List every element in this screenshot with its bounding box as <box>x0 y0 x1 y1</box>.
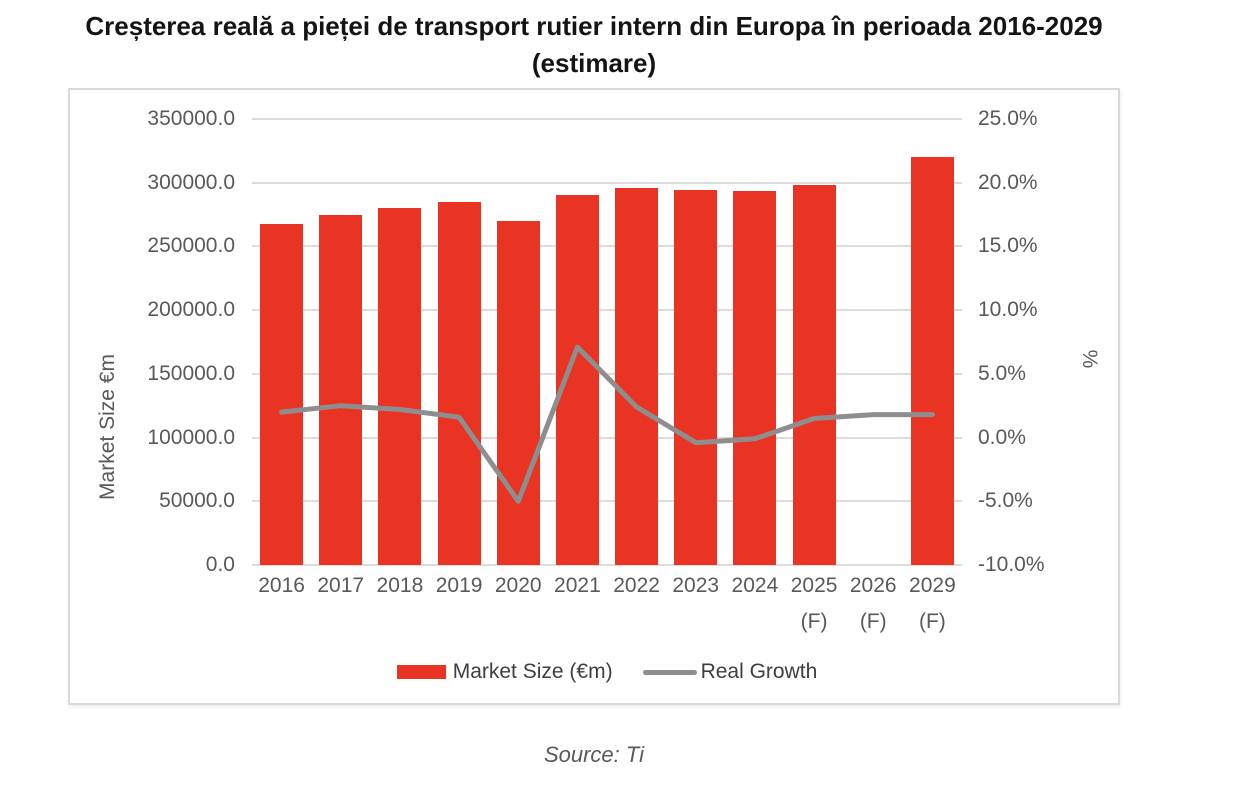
right-axis-tick: -5.0% <box>978 489 1033 513</box>
right-axis-tick: 15.0% <box>978 234 1038 258</box>
bar-2022 <box>615 188 659 565</box>
left-axis-tick: 250000.0 <box>147 234 235 258</box>
right-axis-tick: 5.0% <box>978 361 1026 385</box>
legend-item-real-growth: Real Growth <box>642 660 818 684</box>
x-label-year: 2019 <box>435 574 483 597</box>
bar-2020 <box>496 220 540 565</box>
x-label-year: 2018 <box>376 574 424 597</box>
chart-frame: Market Size €m % 350000.0 300000.0 250000.… <box>68 88 1120 705</box>
x-label-year: 2021 <box>554 574 601 597</box>
x-axis-label: 2019 <box>430 573 489 598</box>
x-axis-label: 2018 <box>370 573 429 598</box>
real-growth-line <box>279 344 935 504</box>
right-axis-tick: 25.0% <box>978 107 1038 130</box>
x-axis-label: 2017 <box>311 573 370 598</box>
bar-2023 <box>674 190 718 565</box>
legend-line-swatch-icon <box>642 669 697 675</box>
gridline <box>252 181 962 184</box>
x-axis-label: 2024 <box>725 573 784 598</box>
chart-title: Creșterea reală a pieței de transport ru… <box>68 8 1120 82</box>
bar-2024 <box>733 191 777 565</box>
left-axis-tick: 150000.0 <box>147 361 235 385</box>
legend-label-real-growth: Real Growth <box>700 660 818 683</box>
x-axis-label: 2023 <box>666 573 725 598</box>
bar-2016 <box>260 223 304 565</box>
bar-2018 <box>378 208 422 565</box>
x-label-forecast-suffix: (F) <box>859 610 887 633</box>
x-axis-label: 2026 (F) <box>844 573 903 634</box>
right-axis-tick: 10.0% <box>978 298 1038 322</box>
chart-title-line2: (estimare) <box>531 48 657 78</box>
x-label-year: 2025 <box>790 574 838 597</box>
right-axis-tick: -10.0% <box>978 553 1045 576</box>
line-series <box>279 344 935 504</box>
x-axis-label: 2016 <box>252 573 311 598</box>
left-axis-tick: 0.0 <box>205 553 235 576</box>
bar-series <box>252 119 962 565</box>
x-axis-label: 2029 (F) <box>903 573 962 634</box>
left-axis-tick: 200000.0 <box>147 298 235 322</box>
x-label-year: 2029 <box>909 574 956 597</box>
legend-bar-swatch-icon <box>396 665 446 679</box>
bar-2029 <box>910 157 954 565</box>
gridline <box>252 500 962 503</box>
x-axis-label: 2020 <box>489 573 548 598</box>
x-label-year: 2023 <box>672 574 720 597</box>
source-note: Source: Ti <box>543 742 645 767</box>
bar-2025 <box>792 184 836 565</box>
legend: Market Size (€m) Real Growth <box>252 658 962 686</box>
gridline <box>252 309 962 312</box>
left-axis-tick: 50000.0 <box>159 489 235 513</box>
left-axis-tick: 300000.0 <box>147 170 235 194</box>
x-axis-label: 2025 (F) <box>785 573 844 634</box>
chart-title-line1: Creșterea reală a pieței de transport ru… <box>85 11 1103 41</box>
x-axis-labels: 2016 2017 2018 2019 2020 2021 2022 2023 2024 2025… <box>252 573 962 645</box>
right-axis-ticks: 25.0% 20.0% 15.0% 10.0% 5.0% 0.0% -5.0% -10.0% <box>978 107 1108 576</box>
bar-2017 <box>319 214 363 565</box>
x-label-year: 2020 <box>494 574 542 597</box>
x-label-year: 2016 <box>258 574 305 597</box>
left-axis-tick: 100000.0 <box>147 425 235 449</box>
x-axis-label: 2022 <box>607 573 666 598</box>
x-label-year: 2024 <box>731 574 779 597</box>
gridline <box>252 436 962 439</box>
x-label-year: 2026 <box>849 574 897 597</box>
bar-2019 <box>437 202 481 565</box>
x-label-forecast-suffix: (F) <box>800 610 828 633</box>
right-axis-tick: 20.0% <box>978 170 1038 194</box>
x-axis-label: 2021 <box>548 573 607 598</box>
x-label-forecast-suffix: (F) <box>918 610 946 633</box>
legend-item-market-size: Market Size (€m) <box>396 660 613 684</box>
gridline <box>252 118 962 120</box>
plot-area <box>252 118 962 566</box>
left-axis-ticks: 350000.0 300000.0 250000.0 200000.0 150000.0… <box>70 107 235 576</box>
x-label-year: 2022 <box>613 574 660 597</box>
x-label-year: 2017 <box>317 574 365 597</box>
left-axis-tick: 350000.0 <box>147 107 235 130</box>
gridline <box>252 564 962 566</box>
legend-label-market-size: Market Size (€m) <box>452 660 613 683</box>
gridline <box>252 245 962 248</box>
right-axis-tick: 0.0% <box>978 425 1026 449</box>
